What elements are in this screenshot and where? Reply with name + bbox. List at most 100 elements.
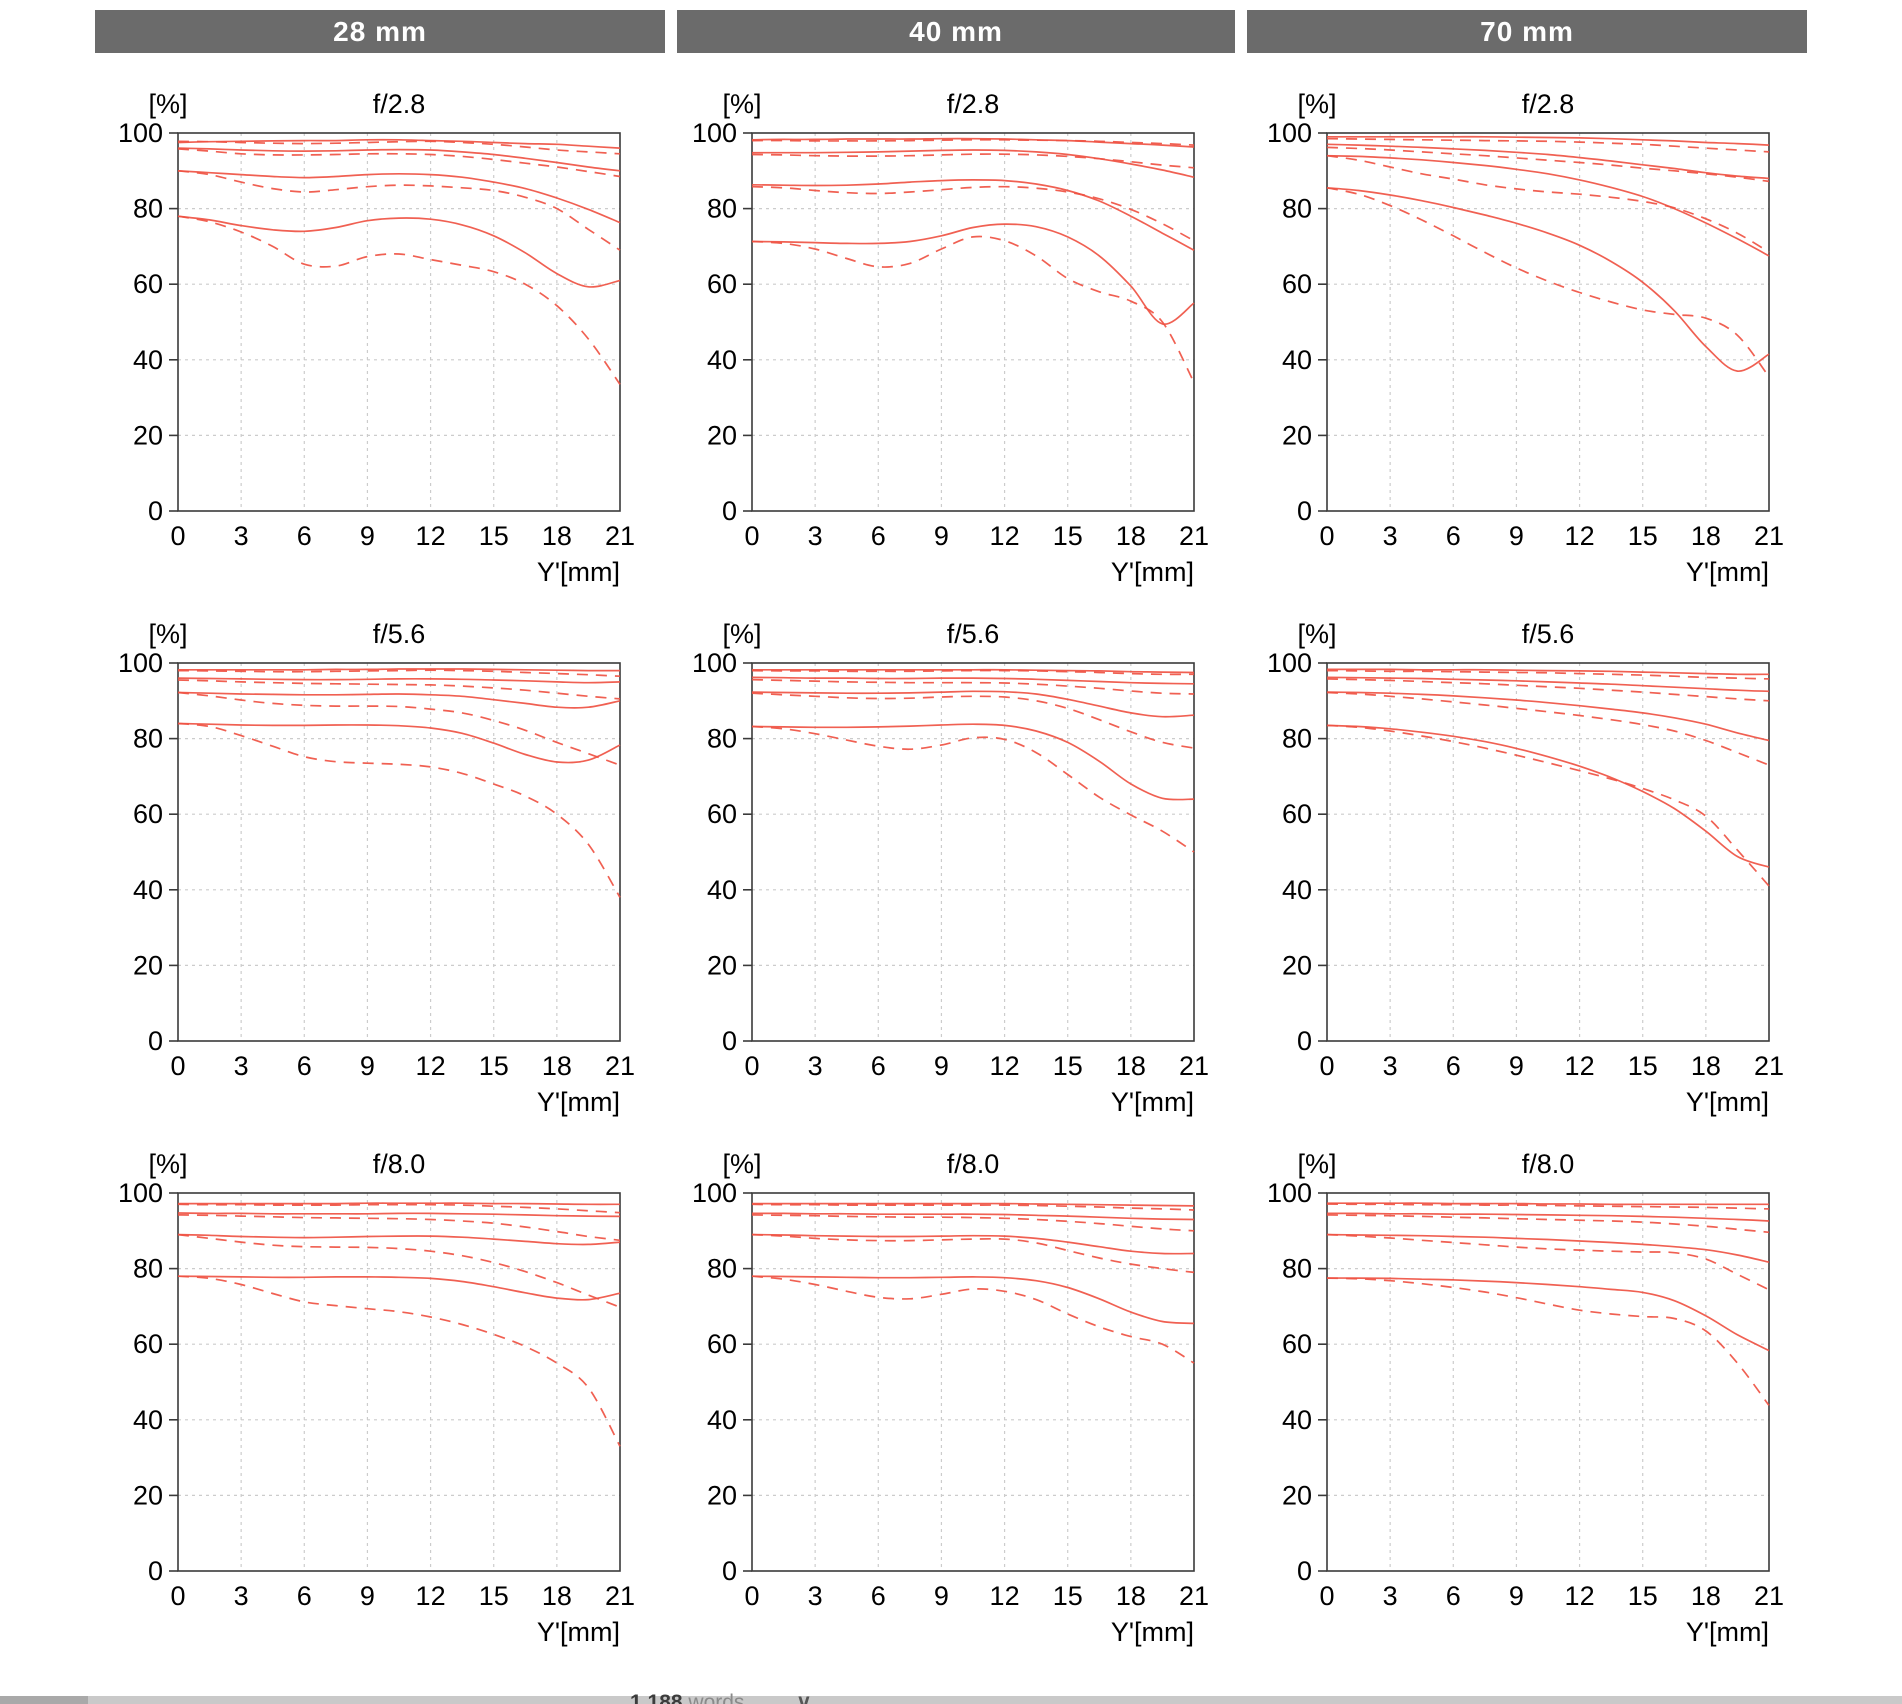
x-axis-label: Y'[mm] xyxy=(537,1087,620,1117)
mtf-curve-series-2-solid xyxy=(752,149,1195,179)
y-tick-label: 20 xyxy=(1282,950,1312,980)
mtf-chart-svg: 0 20 40 60 80 100 0 3 6 9 12 15 18 21 [%] f/5.6 Y'[mm] xyxy=(118,619,635,1117)
y-tick-label: 20 xyxy=(1282,1480,1312,1510)
y-axis-unit-label: [%] xyxy=(1297,1149,1336,1179)
mtf-curve-series-2-solid xyxy=(1326,143,1770,180)
y-axis-unit-label: [%] xyxy=(722,89,761,119)
mtf-curve-series-4-solid xyxy=(1326,1277,1770,1352)
x-tick-label: 6 xyxy=(297,1051,312,1081)
x-tick-label: 3 xyxy=(234,1051,249,1081)
x-tick-label: 9 xyxy=(360,521,375,551)
mtf-curve-series-1-solid xyxy=(1327,668,1770,676)
column-header-40mm: 40 mm xyxy=(677,10,1235,53)
mtf-curve-series-1-dashed xyxy=(751,669,1195,676)
mtf-chart-40mm-f2.8: 0 20 40 60 80 100 0 3 6 9 12 15 18 21 [%] f/2.8 Y'[mm] xyxy=(659,75,1224,637)
x-tick-label: 12 xyxy=(1565,1051,1595,1081)
y-tick-label: 80 xyxy=(1282,724,1312,754)
mtf-curve-series-3-dashed xyxy=(751,692,1195,749)
mtf-chart-svg: 0 20 40 60 80 100 0 3 6 9 12 15 18 21 [%] f/5.6 Y'[mm] xyxy=(1267,619,1784,1117)
y-tick-label: 60 xyxy=(133,269,163,299)
x-tick-label: 6 xyxy=(871,1581,886,1611)
mtf-curve-series-1-solid xyxy=(751,137,1195,148)
x-tick-label: 3 xyxy=(808,1051,823,1081)
plot-frame xyxy=(751,1192,1195,1572)
x-tick-label: 18 xyxy=(1116,1581,1146,1611)
x-tick-label: 6 xyxy=(1446,1051,1461,1081)
y-axis-unit-label: [%] xyxy=(722,1149,761,1179)
x-tick-label: 6 xyxy=(1446,1581,1461,1611)
y-tick-label: 100 xyxy=(1267,648,1312,678)
chart-title-aperture: f/5.6 xyxy=(373,619,426,649)
x-tick-label: 9 xyxy=(934,1051,949,1081)
chart-title-aperture: f/5.6 xyxy=(947,619,1000,649)
mtf-curve-series-1-solid xyxy=(1327,135,1770,146)
mtf-curve-series-4-dashed xyxy=(1326,1277,1770,1406)
x-tick-label: 15 xyxy=(1053,1581,1083,1611)
y-tick-label: 100 xyxy=(692,648,737,678)
x-tick-label: 15 xyxy=(1628,1051,1658,1081)
mtf-curve-series-2-dashed xyxy=(1326,678,1770,702)
column-header-40mm-label: 40 mm xyxy=(909,15,1003,47)
plot-frame xyxy=(751,662,1195,1042)
x-tick-label: 15 xyxy=(1053,1051,1083,1081)
chart-title-aperture: f/2.8 xyxy=(1522,89,1575,119)
y-tick-label: 80 xyxy=(133,1254,163,1284)
mtf-curve-series-2-solid xyxy=(177,1212,621,1218)
mtf-curve-series-2-dashed xyxy=(751,678,1195,695)
mtf-curve-series-2-dashed xyxy=(1326,1214,1770,1234)
mtf-curve-series-2-dashed xyxy=(177,679,621,700)
mtf-chart-40mm-f5.6: 0 20 40 60 80 100 0 3 6 9 12 15 18 21 [%] f/5.6 Y'[mm] xyxy=(659,605,1224,1167)
x-tick-label: 3 xyxy=(1383,1581,1398,1611)
y-tick-label: 40 xyxy=(133,875,163,905)
y-tick-label: 40 xyxy=(133,1405,163,1435)
y-tick-label: 40 xyxy=(1282,875,1312,905)
chart-title-aperture: f/8.0 xyxy=(1522,1149,1575,1179)
y-tick-label: 0 xyxy=(1297,1556,1312,1586)
y-tick-label: 0 xyxy=(1297,496,1312,526)
y-tick-label: 20 xyxy=(1282,420,1312,450)
mtf-chart-svg: 0 20 40 60 80 100 0 3 6 9 12 15 18 21 [%] f/2.8 Y'[mm] xyxy=(1267,89,1784,587)
mtf-curve-series-3-solid xyxy=(751,179,1195,251)
x-tick-label: 9 xyxy=(1509,1051,1524,1081)
y-tick-label: 60 xyxy=(133,1329,163,1359)
x-tick-label: 0 xyxy=(744,521,759,551)
column-header-70mm-label: 70 mm xyxy=(1480,15,1574,47)
x-tick-label: 18 xyxy=(1116,1051,1146,1081)
mtf-chart-40mm-f8.0: 0 20 40 60 80 100 0 3 6 9 12 15 18 21 [%] f/8.0 Y'[mm] xyxy=(659,1135,1224,1697)
x-tick-label: 0 xyxy=(1319,1051,1334,1081)
chart-title-aperture: f/2.8 xyxy=(373,89,426,119)
x-tick-label: 18 xyxy=(1116,521,1146,551)
mtf-chart-28mm-f5.6: 0 20 40 60 80 100 0 3 6 9 12 15 18 21 [%] f/5.6 Y'[mm] xyxy=(85,605,650,1167)
x-axis-label: Y'[mm] xyxy=(1111,557,1194,587)
x-axis-label: Y'[mm] xyxy=(537,557,620,587)
mtf-curve-series-4-dashed xyxy=(1326,724,1770,887)
word-count-clipped[interactable]: 1,188 words ∨ xyxy=(630,1691,890,1704)
y-tick-label: 40 xyxy=(1282,345,1312,375)
column-header-28mm: 28 mm xyxy=(95,10,665,53)
y-tick-label: 0 xyxy=(1297,1026,1312,1056)
y-tick-label: 40 xyxy=(707,875,737,905)
mtf-curve-series-1-dashed xyxy=(1326,137,1770,153)
mtf-curve-series-1-dashed xyxy=(177,140,621,155)
x-tick-label: 21 xyxy=(1179,521,1209,551)
x-tick-label: 0 xyxy=(1319,521,1334,551)
chevron-down-icon[interactable]: ∨ xyxy=(796,1691,812,1704)
y-tick-label: 100 xyxy=(118,1178,163,1208)
mtf-curve-series-2-dashed xyxy=(177,1214,621,1242)
x-tick-label: 12 xyxy=(416,1051,446,1081)
mtf-curve-series-4-dashed xyxy=(751,235,1195,383)
mtf-chart-28mm-f2.8: 0 20 40 60 80 100 0 3 6 9 12 15 18 21 [%] f/2.8 Y'[mm] xyxy=(85,75,650,637)
mtf-curve-series-4-dashed xyxy=(1326,186,1770,378)
y-tick-label: 60 xyxy=(707,269,737,299)
mtf-curve-series-4-dashed xyxy=(177,215,621,385)
x-tick-label: 18 xyxy=(1691,1581,1721,1611)
mtf-curve-series-3-solid xyxy=(1326,691,1770,742)
mtf-curve-series-3-dashed xyxy=(1326,1233,1770,1291)
mtf-curve-series-2-solid xyxy=(751,676,1195,685)
y-tick-label: 20 xyxy=(707,420,737,450)
x-tick-label: 21 xyxy=(1179,1051,1209,1081)
y-tick-label: 100 xyxy=(1267,118,1312,148)
mtf-curve-series-1-dashed xyxy=(751,1203,1195,1211)
mtf-curve-series-3-solid xyxy=(177,691,621,709)
x-tick-label: 15 xyxy=(1628,521,1658,551)
